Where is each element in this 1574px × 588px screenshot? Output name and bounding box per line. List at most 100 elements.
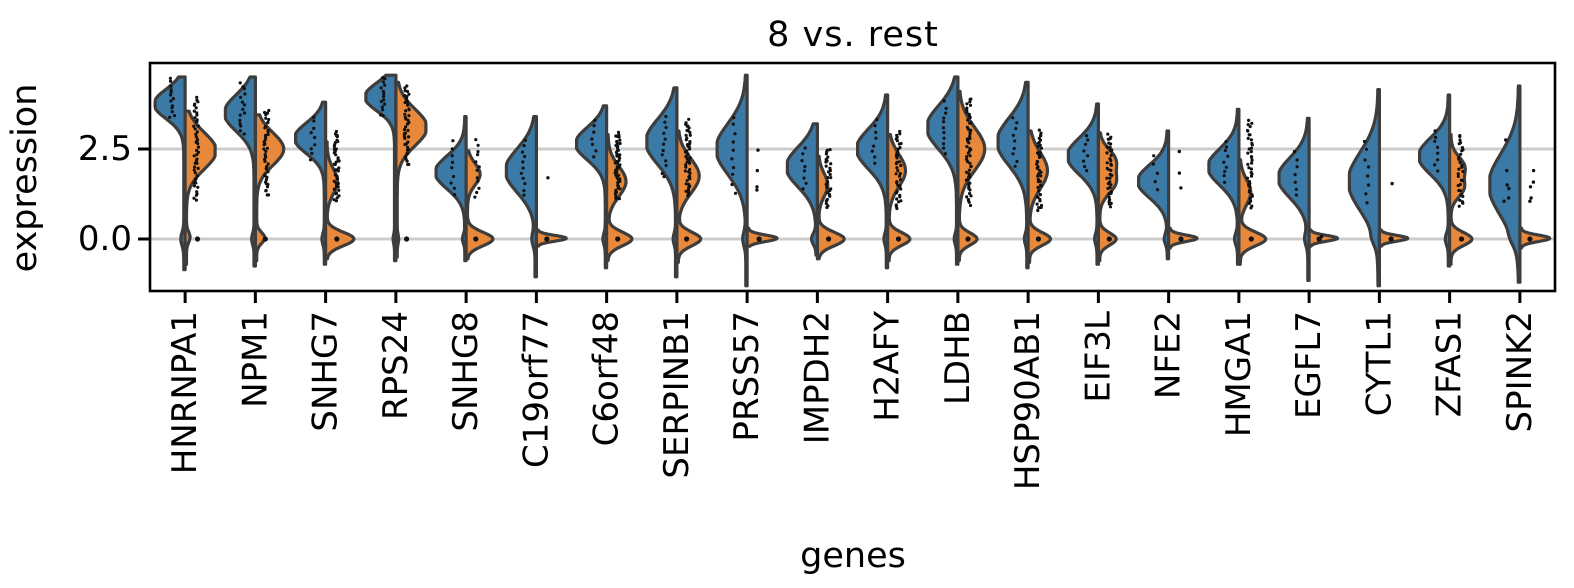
dot-C19orf77 bbox=[546, 176, 550, 180]
dot-ZFAS1 bbox=[1460, 146, 1464, 150]
dot-LDHB bbox=[967, 172, 971, 176]
dot-EIF3L bbox=[1082, 159, 1086, 163]
dot-RPS24 bbox=[382, 98, 386, 102]
dot-ZFAS1 bbox=[1433, 139, 1437, 143]
zero-dot-SPINK2 bbox=[1527, 236, 1533, 242]
dot-PRSS57 bbox=[755, 168, 759, 173]
dot-ZFAS1 bbox=[1434, 135, 1438, 140]
dot-H2AFY bbox=[896, 150, 900, 154]
dot-IMPDH2 bbox=[802, 176, 806, 180]
dot-H2AFY bbox=[897, 160, 901, 164]
dot-SERPINB1 bbox=[662, 131, 666, 135]
dot-HMGA1 bbox=[1250, 141, 1254, 146]
dot-PRSS57 bbox=[731, 122, 735, 126]
dot-HMGA1 bbox=[1249, 138, 1253, 142]
dot-SERPINB1 bbox=[687, 159, 691, 163]
dot-EIF3L bbox=[1110, 148, 1114, 152]
dot-NPM1 bbox=[262, 147, 266, 151]
ytick-label-0.0: 0.0 bbox=[78, 219, 132, 259]
dot-HMGA1 bbox=[1246, 151, 1250, 155]
dot-HMGA1 bbox=[1249, 150, 1253, 154]
dot-SPINK2 bbox=[1505, 168, 1509, 173]
dot-HMGA1 bbox=[1223, 148, 1227, 153]
dot-SERPINB1 bbox=[664, 114, 668, 119]
dot-ZFAS1 bbox=[1457, 156, 1461, 160]
dot-H2AFY bbox=[898, 132, 902, 136]
plot-title: 8 vs. rest bbox=[767, 15, 939, 55]
dot-CYTL1 bbox=[1366, 174, 1370, 178]
xtick-label-PRSS57: PRSS57 bbox=[727, 311, 767, 442]
dot-HMGA1 bbox=[1247, 189, 1252, 193]
dot-SNHG8 bbox=[453, 193, 457, 197]
dot-IMPDH2 bbox=[801, 187, 805, 191]
dot-IMPDH2 bbox=[828, 172, 832, 177]
dot-EIF3L bbox=[1083, 142, 1088, 146]
dot-HNRNPA1 bbox=[193, 102, 197, 106]
dot-HNRNPA1 bbox=[194, 106, 198, 110]
dot-EIF3L bbox=[1085, 169, 1089, 173]
dot-RPS24 bbox=[404, 157, 408, 161]
dot-HMGA1 bbox=[1246, 123, 1250, 127]
dot-HMGA1 bbox=[1226, 154, 1230, 158]
dot-SNHG8 bbox=[477, 165, 481, 169]
dot-H2AFY bbox=[874, 130, 878, 134]
dot-C6orf48 bbox=[615, 139, 619, 144]
dot-ZFAS1 bbox=[1458, 182, 1462, 187]
dot-ZFAS1 bbox=[1458, 141, 1463, 145]
dot-NPM1 bbox=[238, 113, 242, 117]
dot-SNHG7 bbox=[337, 166, 341, 170]
dot-SERPINB1 bbox=[688, 140, 692, 144]
dot-SNHG7 bbox=[334, 168, 338, 172]
dot-SERPINB1 bbox=[685, 136, 689, 140]
dot-HSP90AB1 bbox=[1038, 179, 1042, 183]
violin-HMGA1-group8 bbox=[1207, 107, 1241, 266]
dot-HSP90AB1 bbox=[1037, 128, 1041, 132]
xtick-label-HNRNPA1: HNRNPA1 bbox=[165, 311, 205, 474]
violin-ZFAS1-group8 bbox=[1417, 93, 1452, 268]
dot-HNRNPA1 bbox=[194, 135, 198, 139]
dot-SNHG8 bbox=[475, 176, 479, 180]
dot-PRSS57 bbox=[755, 188, 759, 192]
dot-HSP90AB1 bbox=[1036, 160, 1040, 164]
dot-NFE2 bbox=[1179, 186, 1183, 190]
dot-NPM1 bbox=[266, 128, 270, 133]
dot-NFE2 bbox=[1177, 171, 1182, 175]
dot-RPS24 bbox=[403, 115, 407, 119]
zero-dot-PRSS57 bbox=[756, 236, 762, 242]
dot-EIF3L bbox=[1109, 190, 1113, 194]
dot-EIF3L bbox=[1083, 165, 1087, 169]
dot-EGFL7 bbox=[1292, 149, 1297, 154]
dot-HNRNPA1 bbox=[195, 152, 199, 157]
dot-HNRNPA1 bbox=[195, 111, 199, 115]
dot-RPS24 bbox=[406, 102, 410, 107]
dot-EIF3L bbox=[1108, 185, 1112, 190]
dot-HNRNPA1 bbox=[193, 127, 197, 131]
zero-dot-NPM1 bbox=[262, 236, 268, 242]
dot-IMPDH2 bbox=[826, 176, 830, 180]
dot-SNHG7 bbox=[334, 191, 338, 195]
dot-H2AFY bbox=[873, 124, 877, 128]
dot-EGFL7 bbox=[1295, 158, 1299, 162]
dot-HMGA1 bbox=[1250, 204, 1254, 208]
violin-IMPDH2-rest bbox=[815, 154, 846, 261]
dot-SNHG8 bbox=[476, 150, 480, 154]
dot-RPS24 bbox=[383, 102, 387, 106]
violin-SPINK2-group8 bbox=[1488, 84, 1522, 284]
dot-SNHG7 bbox=[333, 132, 338, 136]
dot-H2AFY bbox=[898, 172, 902, 176]
xtick-label-HMGA1: HMGA1 bbox=[1219, 311, 1259, 437]
dot-HSP90AB1 bbox=[1037, 189, 1041, 193]
dot-C19orf77 bbox=[522, 193, 526, 197]
dot-RPS24 bbox=[402, 128, 407, 132]
violin-C19orf77-rest bbox=[534, 228, 568, 248]
dot-EIF3L bbox=[1108, 180, 1112, 184]
dot-NPM1 bbox=[265, 111, 270, 115]
dot-RPS24 bbox=[381, 80, 385, 84]
dot-SNHG8 bbox=[451, 139, 455, 143]
dot-LDHB bbox=[968, 134, 972, 139]
dot-H2AFY bbox=[872, 144, 876, 148]
dot-HMGA1 bbox=[1247, 180, 1252, 184]
dot-RPS24 bbox=[403, 155, 407, 159]
dot-LDHB bbox=[966, 177, 970, 182]
